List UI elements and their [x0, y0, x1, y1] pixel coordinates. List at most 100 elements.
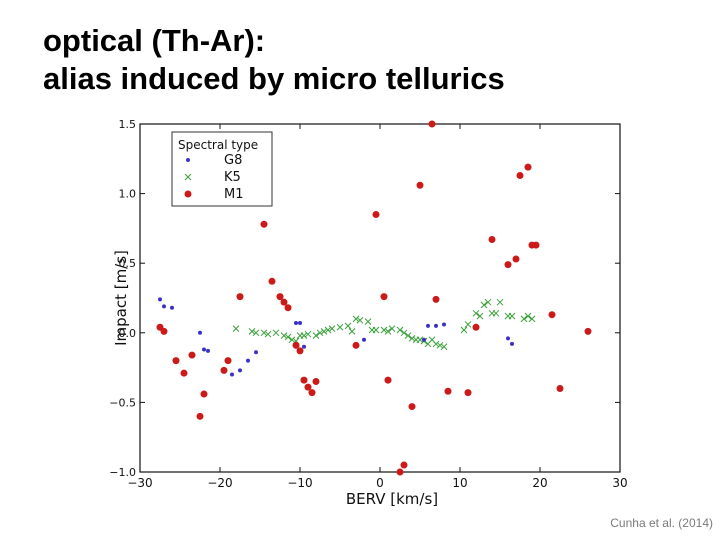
point-k5 [304, 330, 312, 338]
point-k5-stroke-b [384, 328, 392, 335]
point-k5-stroke-b [460, 326, 468, 334]
point-m1 [312, 378, 320, 386]
legend-marker-g8 [186, 158, 190, 162]
point-g8 [202, 347, 206, 352]
x-tick-label: −10 [287, 476, 312, 490]
point-k5-stroke-b [416, 336, 424, 344]
point-m1 [488, 236, 496, 244]
point-k5-stroke-b [324, 326, 332, 334]
point-k5-stroke-b [380, 326, 388, 334]
point-m1 [512, 255, 520, 263]
point-m1 [200, 390, 208, 398]
point-k5 [484, 298, 492, 306]
point-k5 [364, 318, 372, 326]
point-k5 [232, 325, 240, 332]
x-tick-label: −20 [207, 476, 232, 490]
point-k5-stroke-b [440, 343, 448, 351]
point-m1 [268, 277, 276, 285]
point-k5 [336, 323, 344, 331]
point-g8 [198, 330, 202, 335]
point-m1 [352, 341, 360, 349]
point-m1 [380, 293, 388, 301]
point-k5-stroke-b [348, 328, 356, 335]
legend-marker-k5-stroke-b [184, 173, 192, 181]
point-g8 [442, 322, 446, 327]
point-k5-stroke-b [336, 323, 344, 331]
legend-marker-m1 [184, 190, 192, 198]
point-k5-stroke-b [272, 329, 280, 337]
point-m1 [160, 327, 168, 335]
point-m1 [308, 389, 316, 397]
point-g8 [170, 305, 174, 310]
point-g8 [158, 297, 162, 302]
legend-marker-k5 [184, 173, 192, 181]
title-line-1: optical (Th-Ar): [43, 23, 266, 58]
point-k5 [328, 325, 336, 332]
point-k5-stroke-b [480, 301, 488, 309]
point-k5 [272, 329, 280, 337]
point-k5 [348, 328, 356, 335]
point-m1 [304, 383, 312, 391]
point-k5-stroke-b [508, 312, 516, 320]
point-k5 [528, 315, 536, 323]
point-k5-stroke-b [404, 332, 412, 339]
point-m1 [224, 357, 232, 365]
point-m1 [548, 311, 556, 319]
point-k5 [416, 336, 424, 344]
point-k5 [404, 332, 412, 339]
point-k5 [356, 316, 364, 324]
point-k5 [432, 340, 440, 348]
point-m1 [172, 357, 180, 365]
point-k5 [384, 328, 392, 335]
legend-title: Spectral type [178, 138, 258, 152]
citation-caption: Cunha et al. (2014) [610, 516, 713, 530]
point-k5-stroke-b [400, 329, 408, 337]
point-k5-stroke-b [476, 312, 484, 320]
point-k5 [472, 309, 480, 317]
y-tick-label: −1.0 [110, 466, 136, 479]
slide-title: optical (Th-Ar): alias induced by micro … [43, 22, 505, 98]
point-m1 [384, 376, 392, 384]
point-k5-stroke-b [288, 336, 296, 344]
point-m1 [556, 384, 564, 392]
point-k5-stroke-b [300, 332, 308, 339]
point-k5 [496, 298, 504, 306]
point-k5 [288, 336, 296, 344]
point-k5 [252, 329, 260, 337]
legend-label-m1: M1 [224, 187, 244, 202]
point-m1 [532, 241, 540, 249]
point-k5-stroke-b [264, 330, 272, 338]
legend-label-g8: G8 [224, 153, 242, 168]
point-g8 [254, 350, 258, 355]
point-k5-stroke-b [352, 315, 360, 323]
point-g8 [362, 337, 366, 342]
point-k5-stroke-b [248, 328, 256, 335]
point-m1 [280, 298, 288, 306]
point-m1 [408, 403, 416, 411]
point-m1 [472, 323, 480, 331]
point-g8 [162, 304, 166, 309]
x-tick-label: 30 [612, 476, 627, 490]
point-k5-stroke-b [388, 325, 396, 332]
point-m1 [444, 387, 452, 395]
point-k5 [300, 332, 308, 339]
point-k5 [396, 326, 404, 334]
point-g8 [426, 323, 430, 328]
point-k5 [400, 329, 408, 337]
point-m1 [464, 389, 472, 397]
legend-label-k5: K5 [224, 170, 241, 185]
point-k5-stroke-b [252, 329, 260, 337]
point-k5 [316, 329, 324, 337]
point-k5-stroke-b [232, 325, 240, 332]
point-k5-stroke-b [284, 333, 292, 341]
point-k5-stroke-b [328, 325, 336, 332]
point-k5-stroke-b [396, 326, 404, 334]
y-tick-label: 0.5 [119, 257, 137, 270]
point-m1 [524, 163, 532, 171]
point-k5 [260, 329, 268, 337]
point-m1 [188, 351, 196, 359]
point-g8 [230, 372, 234, 377]
point-k5-stroke-b [464, 321, 472, 328]
point-k5 [480, 301, 488, 309]
point-m1 [300, 376, 308, 384]
